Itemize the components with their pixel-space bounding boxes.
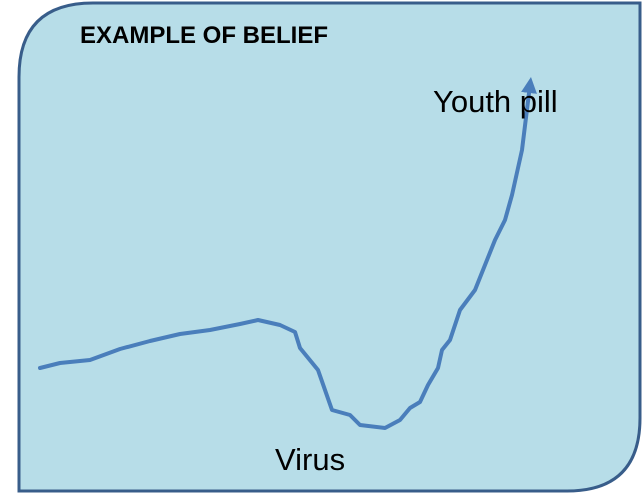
title: EXAMPLE OF BELIEF — [80, 22, 328, 49]
peak-label: Youth pill — [433, 84, 558, 119]
frame — [17, 1, 642, 493]
belief-curve — [38, 77, 537, 430]
trough-label: Virus — [275, 442, 345, 477]
